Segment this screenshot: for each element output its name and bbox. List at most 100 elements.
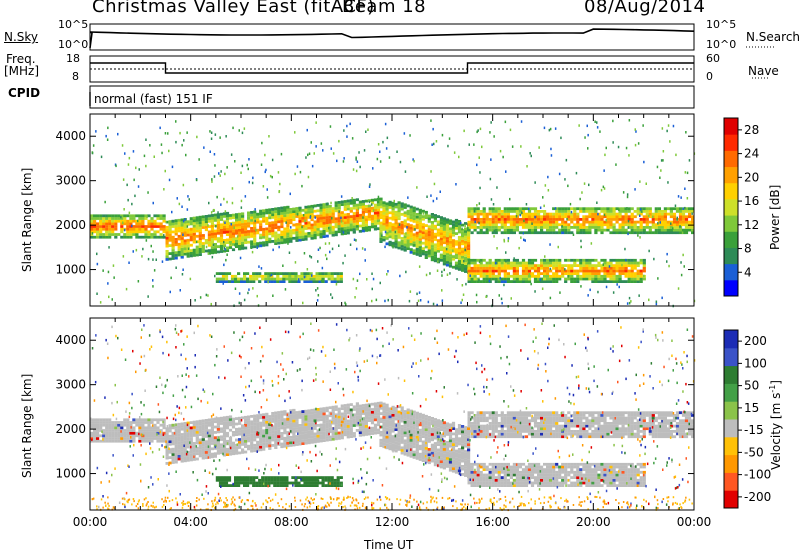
power-cell <box>500 226 504 229</box>
velocity-cell <box>135 423 139 427</box>
power-cell <box>678 210 683 213</box>
power-cell <box>543 277 547 281</box>
power-cell <box>189 254 193 258</box>
power-cell <box>645 231 649 235</box>
power-scatter <box>178 202 181 206</box>
power-cell <box>675 231 680 235</box>
power-cell <box>307 224 311 227</box>
power-cell <box>612 280 616 283</box>
velocity-cell <box>256 422 260 425</box>
velocity-cell <box>442 432 446 435</box>
velocity-cell <box>406 443 410 446</box>
power-scatter <box>354 296 356 299</box>
velocity-cell <box>177 449 181 453</box>
velocity-cell <box>174 428 178 432</box>
velocity-cell <box>427 429 431 433</box>
power-cell <box>403 224 407 228</box>
power-cell <box>180 226 184 230</box>
power-cell <box>138 225 142 228</box>
power-cell <box>165 236 169 240</box>
velocity-cell <box>415 441 419 444</box>
power-scatter <box>280 152 283 156</box>
cpid-mode-text: normal (fast) 151 IF <box>94 92 213 106</box>
power-cell <box>421 236 425 240</box>
power-cell <box>259 236 263 240</box>
power-cell <box>147 222 151 226</box>
power-cell <box>464 227 468 231</box>
velocity-cell <box>96 439 100 443</box>
power-cell <box>189 243 193 247</box>
power-scatter <box>656 165 659 169</box>
power-cell <box>265 230 269 233</box>
velocity-cell <box>231 417 236 421</box>
power-cell <box>570 226 574 229</box>
power-scatter <box>359 165 361 169</box>
power-scatter <box>152 285 154 288</box>
velocity-cell <box>123 421 127 424</box>
velocity-cell <box>349 416 353 420</box>
velocity-cell <box>358 420 362 424</box>
velocity-cell <box>325 422 329 426</box>
power-cell <box>198 226 202 230</box>
power-scatter <box>523 238 525 242</box>
velocity-cell <box>174 426 178 429</box>
power-cell <box>382 204 386 207</box>
power-cell <box>123 214 127 218</box>
power-cell <box>340 216 344 220</box>
velocity-cell <box>433 418 437 421</box>
power-scatter <box>311 274 313 277</box>
velocity-cell <box>385 422 389 426</box>
power-scatter <box>681 231 684 234</box>
velocity-cell <box>433 436 437 440</box>
power-cell <box>530 274 535 278</box>
velocity-cell <box>385 414 389 418</box>
power-cell <box>346 199 350 203</box>
power-scatter <box>287 242 289 245</box>
velocity-cell <box>307 425 311 429</box>
power-scatter <box>618 208 620 211</box>
power-cell <box>336 274 340 278</box>
power-scatter <box>195 240 198 244</box>
power-cell <box>403 243 407 247</box>
velocity-cell <box>382 429 386 433</box>
power-scatter <box>587 133 589 137</box>
power-cell <box>530 228 535 232</box>
power-cell <box>108 214 112 218</box>
power-cell <box>321 280 325 283</box>
power-scatter <box>534 290 536 293</box>
power-cell <box>436 223 440 226</box>
power-scatter <box>505 251 507 254</box>
velocity-cell <box>304 412 308 416</box>
power-scatter <box>313 152 315 155</box>
power-scatter <box>251 181 254 185</box>
power-cell <box>249 277 253 281</box>
power-cell <box>339 272 343 275</box>
power-cell <box>624 272 628 275</box>
power-scatter <box>219 174 221 177</box>
velocity-cell <box>337 407 341 411</box>
power-cell <box>561 218 565 221</box>
velocity-cell <box>93 434 97 438</box>
power-scatter <box>107 214 109 218</box>
velocity-cell <box>207 439 211 443</box>
power-cell <box>328 228 332 232</box>
power-cell <box>445 231 450 235</box>
power-cell <box>291 277 295 281</box>
power-cell <box>576 218 580 221</box>
velocity-cell <box>391 437 395 441</box>
power-cell <box>343 224 347 227</box>
power-cell <box>201 226 205 229</box>
power-scatter <box>368 185 371 188</box>
power-scatter <box>120 215 122 219</box>
power-scatter <box>112 264 115 267</box>
power-cell <box>325 226 329 230</box>
velocity-cell <box>150 434 154 438</box>
velocity-cell <box>325 428 329 431</box>
power-scatter <box>238 129 240 132</box>
power-cell <box>464 243 468 247</box>
velocity-cell <box>96 429 100 432</box>
power-cell <box>503 274 507 278</box>
power-cell <box>457 236 462 239</box>
power-cell <box>355 214 359 218</box>
power-cell <box>524 280 529 283</box>
